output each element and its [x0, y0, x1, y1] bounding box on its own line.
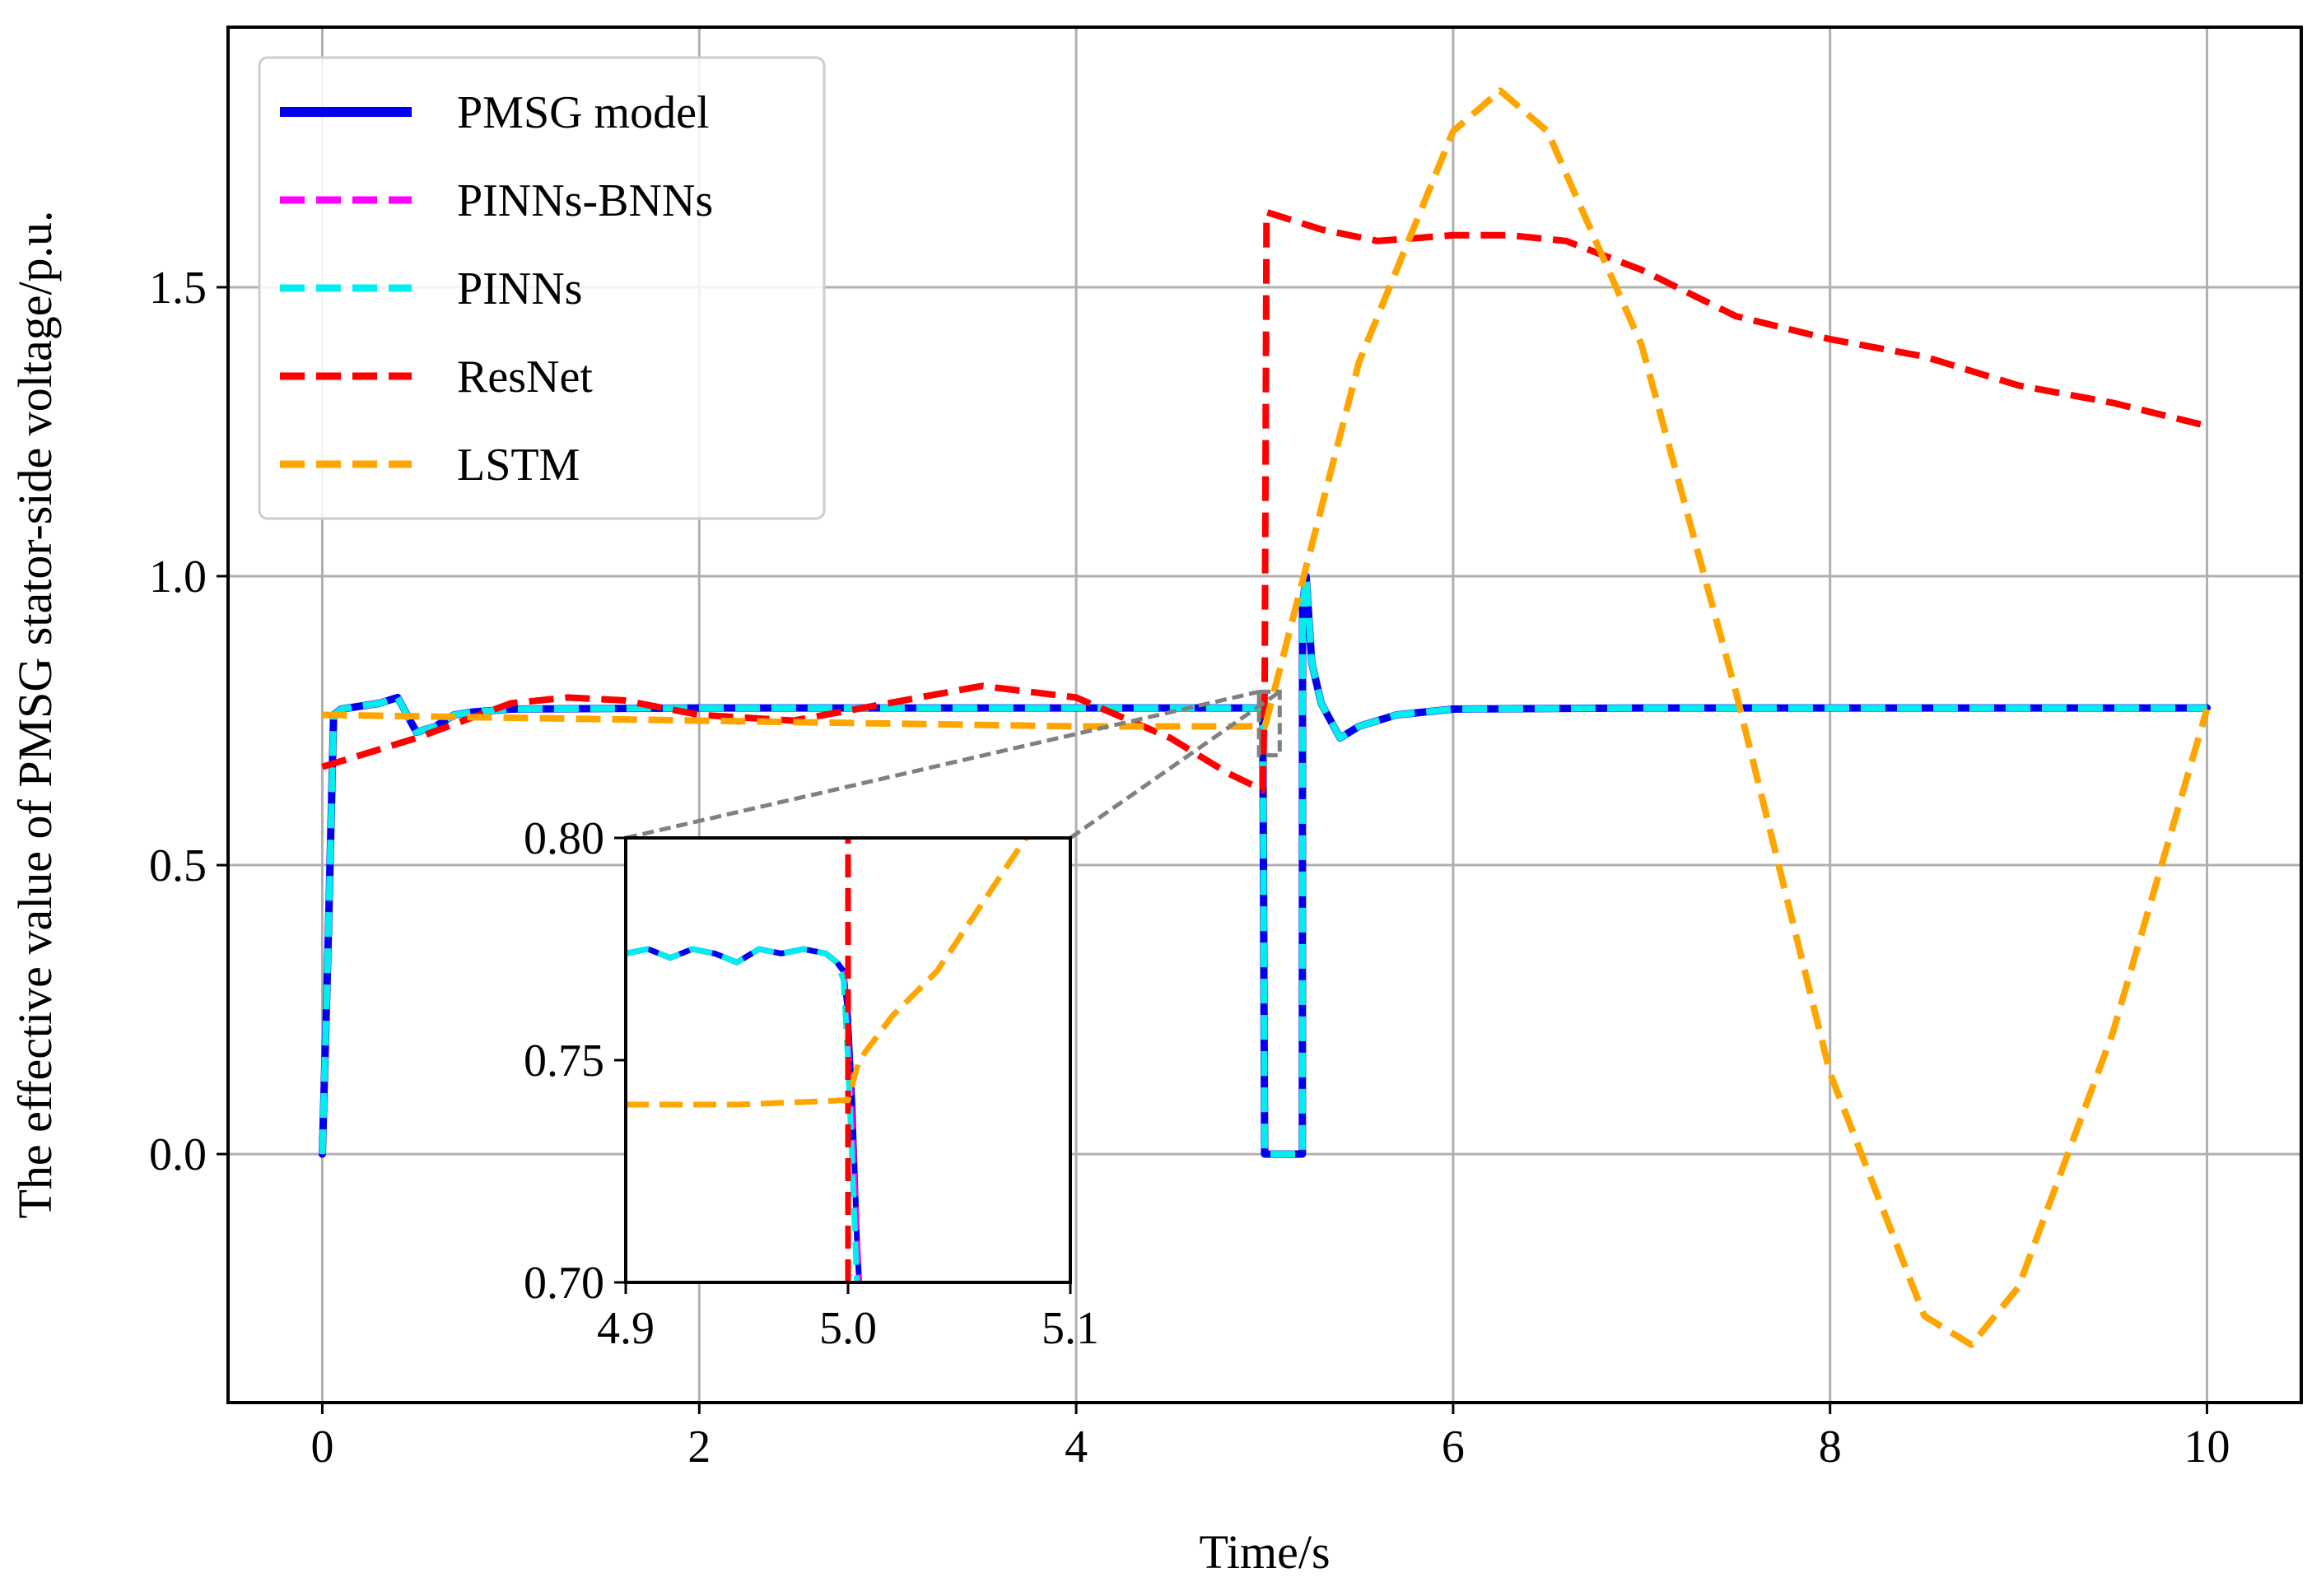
legend-label-pinns-bnns: PINNs-BNNs: [457, 175, 713, 226]
y-axis-label: The effective value of PMSG stator-side …: [8, 210, 62, 1218]
inset-series: [626, 838, 1028, 1282]
inset-y-tick-label: 0.80: [524, 813, 604, 864]
inset-x-tick-label: 5.0: [819, 1303, 877, 1354]
x-tick-label: 2: [687, 1422, 711, 1473]
legend-box: [258, 56, 826, 520]
plot-frame: [226, 26, 2303, 1404]
zoom-connector-line: [625, 689, 1260, 840]
legend-entries: PMSG model PINNs-BNNs PINNs ResNet LSTM: [280, 87, 713, 491]
y-tick-label: 1.0: [149, 551, 207, 603]
legend-label-pmsg-model: PMSG model: [457, 87, 710, 138]
series-line-pinns: [319, 573, 2207, 1158]
y-tick-label: 0.0: [149, 1129, 207, 1180]
inset-series-line-lstm: [626, 838, 1028, 1108]
main-ticks: 0 2 4 6 8 10 0.0 0.5 1.0 1.5: [149, 263, 2230, 1473]
y-tick-label: 0.5: [149, 840, 207, 891]
legend-label-lstm: LSTM: [457, 440, 580, 491]
x-tick-label: 0: [310, 1422, 333, 1473]
inset-series-line-pinns: [626, 946, 860, 1282]
x-tick-label: 8: [1819, 1422, 1842, 1473]
inset-ticks: 4.9 5.0 5.1 0.70 0.75 0.80: [524, 813, 1099, 1354]
inset-x-tick-label: 5.1: [1042, 1303, 1099, 1354]
x-tick-label: 4: [1065, 1422, 1088, 1473]
legend-label-resnet: ResNet: [457, 351, 593, 402]
x-tick-label: 6: [1442, 1422, 1465, 1473]
series-line-lstm: [322, 87, 2211, 1348]
inset-y-tick-label: 0.75: [524, 1035, 604, 1086]
series-line-resnet: [321, 208, 2208, 793]
inset-chart: 4.9 5.0 5.1 0.70 0.75 0.80: [524, 813, 1099, 1354]
legend-label-pinns: PINNs: [457, 263, 582, 314]
x-axis-label: Time/s: [1199, 1525, 1330, 1579]
y-tick-label: 1.5: [149, 263, 207, 314]
main-series: [319, 87, 2211, 1348]
inset-x-tick-label: 4.9: [597, 1303, 655, 1354]
inset-y-tick-label: 0.70: [524, 1258, 604, 1309]
legend: PMSG model PINNs-BNNs PINNs ResNet LSTM: [258, 56, 826, 520]
x-tick-label: 10: [2184, 1422, 2230, 1473]
zoom-connector-line: [1069, 690, 1281, 840]
zoom-region-box: [1256, 689, 1282, 758]
zoom-indicator: [625, 689, 1282, 840]
